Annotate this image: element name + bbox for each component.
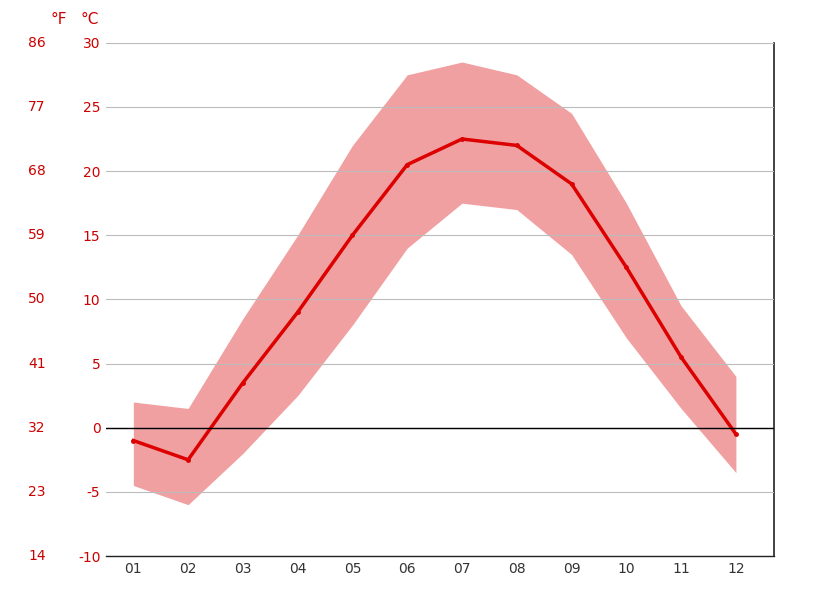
Text: 86: 86 bbox=[28, 36, 46, 49]
Text: °F: °F bbox=[51, 12, 68, 27]
Text: 77: 77 bbox=[29, 100, 46, 114]
Text: 41: 41 bbox=[29, 357, 46, 370]
Text: 68: 68 bbox=[28, 164, 46, 178]
Text: 59: 59 bbox=[29, 229, 46, 242]
Text: °C: °C bbox=[80, 12, 99, 27]
Text: 50: 50 bbox=[29, 293, 46, 306]
Text: 14: 14 bbox=[29, 549, 46, 563]
Text: 23: 23 bbox=[29, 485, 46, 499]
Text: 32: 32 bbox=[29, 421, 46, 434]
